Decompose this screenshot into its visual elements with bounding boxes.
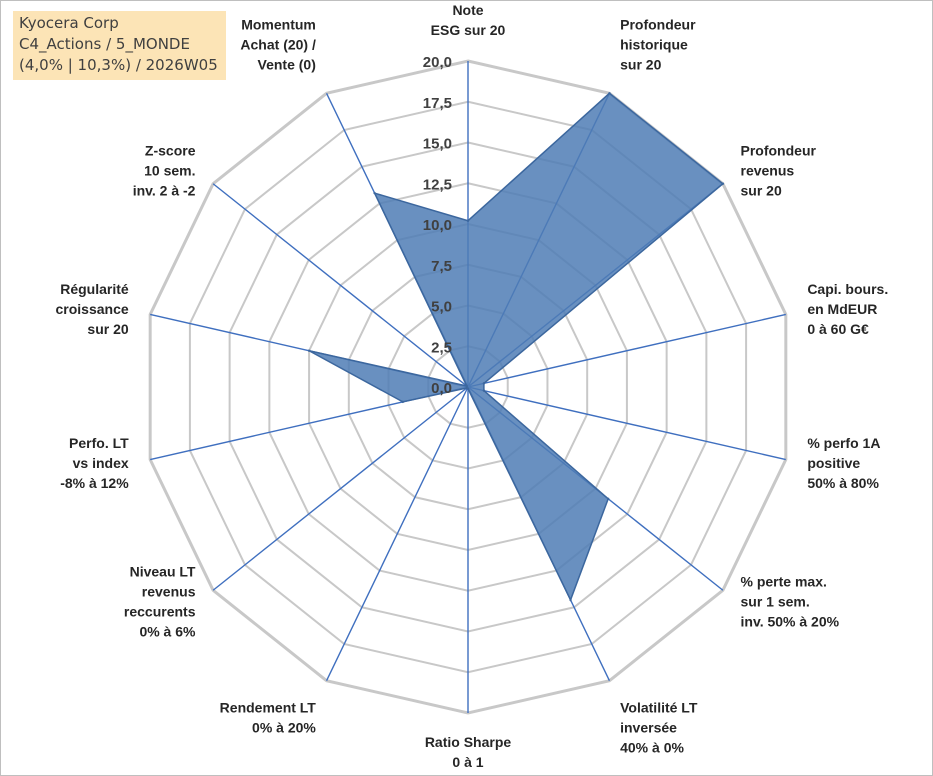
axis-label-line: reccurents <box>124 604 196 620</box>
axis-label-line: sur 20 <box>741 182 782 198</box>
data-point <box>307 349 311 352</box>
data-point <box>401 400 405 404</box>
axis-label-line: Note <box>452 2 483 18</box>
series-area <box>308 92 725 602</box>
axis-label-line: Capi. bours. <box>807 281 888 297</box>
axis-spoke <box>467 386 786 461</box>
axis-label-line: 0% à 20% <box>252 720 316 736</box>
axis-label-line: Ratio Sharpe <box>425 734 512 750</box>
axis-label: Capi. bours. en MdEUR 0 à 60 G€ <box>807 281 888 337</box>
tick-label: 5,0 <box>431 299 452 316</box>
axis-label-line: Vente (0) <box>258 56 316 72</box>
axis-label: Niveau LT revenus reccurents 0% à 6% <box>124 564 196 640</box>
axis-spoke <box>467 313 786 388</box>
axis-spoke <box>212 386 469 591</box>
axis-label: % perfo 1A positive 50% à 80% <box>807 435 880 491</box>
tick-label: 12,5 <box>423 176 452 193</box>
axis-spoke <box>212 183 469 388</box>
data-point <box>465 384 468 388</box>
axis-label-line: en MdEUR <box>807 301 877 317</box>
axis-label-line: Profondeur <box>620 16 696 32</box>
axis-label-line: Profondeur <box>741 142 817 158</box>
axis-label: Note ESG sur 20 <box>431 2 506 38</box>
data-point <box>482 389 486 392</box>
tick-label: 20,0 <box>423 54 452 71</box>
axis-label-line: Z-score <box>145 142 196 158</box>
data-point <box>721 182 725 185</box>
axis-label: Volatilité LT inversée 40% à 0% <box>620 700 698 756</box>
axis-label: Perfo. LT vs index -8% à 12% <box>60 435 129 491</box>
data-point <box>482 382 486 385</box>
data-point <box>606 497 610 500</box>
axis-label-line: -8% à 12% <box>60 475 129 491</box>
info-portfolio-line: C4_Actions / 5_MONDE <box>19 35 190 53</box>
axis-label-line: croissance <box>56 301 129 317</box>
axis-label: Régularité croissance sur 20 <box>56 281 129 337</box>
axis-label-line: % perfo 1A <box>807 435 880 451</box>
axis-label-line: inv. 50% à 20% <box>741 614 840 630</box>
axis-label-line: 40% à 0% <box>620 740 684 756</box>
axis-label-line: sur 20 <box>87 321 128 337</box>
data-point <box>373 191 376 195</box>
axis-label-line: 50% à 80% <box>807 475 879 491</box>
data-point <box>569 598 572 602</box>
info-box: Kyocera Corp C4_Actions / 5_MONDE (4,0% … <box>13 11 226 80</box>
data-point <box>466 219 470 222</box>
axis-label-line: Rendement LT <box>220 700 317 716</box>
data-point <box>465 386 468 390</box>
info-period-line: (4,0% | 10,3%) / 2026W05 <box>19 56 218 74</box>
tick-label: 15,0 <box>423 136 452 153</box>
axis-label-line: Niveau LT <box>130 564 196 580</box>
axis-label-line: Momentum <box>241 16 316 32</box>
axis-label-line: sur 20 <box>620 56 661 72</box>
tick-label-layer: 0,0 2,5 5,0 7,5 10,0 12,5 15,0 17,5 20,0 <box>423 54 452 397</box>
axis-label-line: 10 sem. <box>144 162 195 178</box>
axis-label: Profondeur revenus sur 20 <box>741 142 817 198</box>
axis-label-line: positive <box>807 455 860 471</box>
axis-label-line: Achat (20) / <box>240 36 316 52</box>
axis-label-line: % perte max. <box>741 574 827 590</box>
axis-label-line: sur 1 sem. <box>741 594 810 610</box>
axis-label-line: 0 à 1 <box>452 754 483 770</box>
tick-label: 7,5 <box>431 258 452 275</box>
axis-label-line: Régularité <box>60 281 129 297</box>
axis-label-line: 0% à 6% <box>139 624 196 640</box>
tick-label: 10,0 <box>423 217 452 234</box>
axis-label-line: inv. 2 à -2 <box>133 182 196 198</box>
axis-label: % perte max. sur 1 sem. inv. 50% à 20% <box>741 574 840 630</box>
tick-label: 2,5 <box>431 339 452 356</box>
axis-label-line: 0 à 60 G€ <box>807 321 869 337</box>
axis-label-layer: Note ESG sur 20 Profondeur historique sur 20… <box>56 2 889 770</box>
axis-label-line: vs index <box>73 455 129 471</box>
axis-spoke <box>325 386 469 682</box>
axis-label: Profondeur historique sur 20 <box>620 16 696 72</box>
axis-label: Momentum Achat (20) / Vente (0) <box>240 16 316 72</box>
axis-label-line: revenus <box>741 162 795 178</box>
axis-label-line: inversée <box>620 720 677 736</box>
axis-label-line: Perfo. LT <box>69 435 129 451</box>
info-company-name: Kyocera Corp <box>19 14 119 32</box>
axis-label: Rendement LT 0% à 20% <box>220 700 317 736</box>
series-layer <box>307 92 725 602</box>
axis-label: Z-score 10 sem. inv. 2 à -2 <box>133 142 196 198</box>
axis-label-line: ESG sur 20 <box>431 22 506 38</box>
axis-label-line: Volatilité LT <box>620 700 698 716</box>
axis-label: Ratio Sharpe 0 à 1 <box>425 734 512 770</box>
axis-label-line: historique <box>620 36 688 52</box>
axis-label-line: revenus <box>142 584 196 600</box>
data-point <box>608 92 611 95</box>
tick-label: 17,5 <box>423 95 452 112</box>
tick-label: 0,0 <box>431 380 452 397</box>
